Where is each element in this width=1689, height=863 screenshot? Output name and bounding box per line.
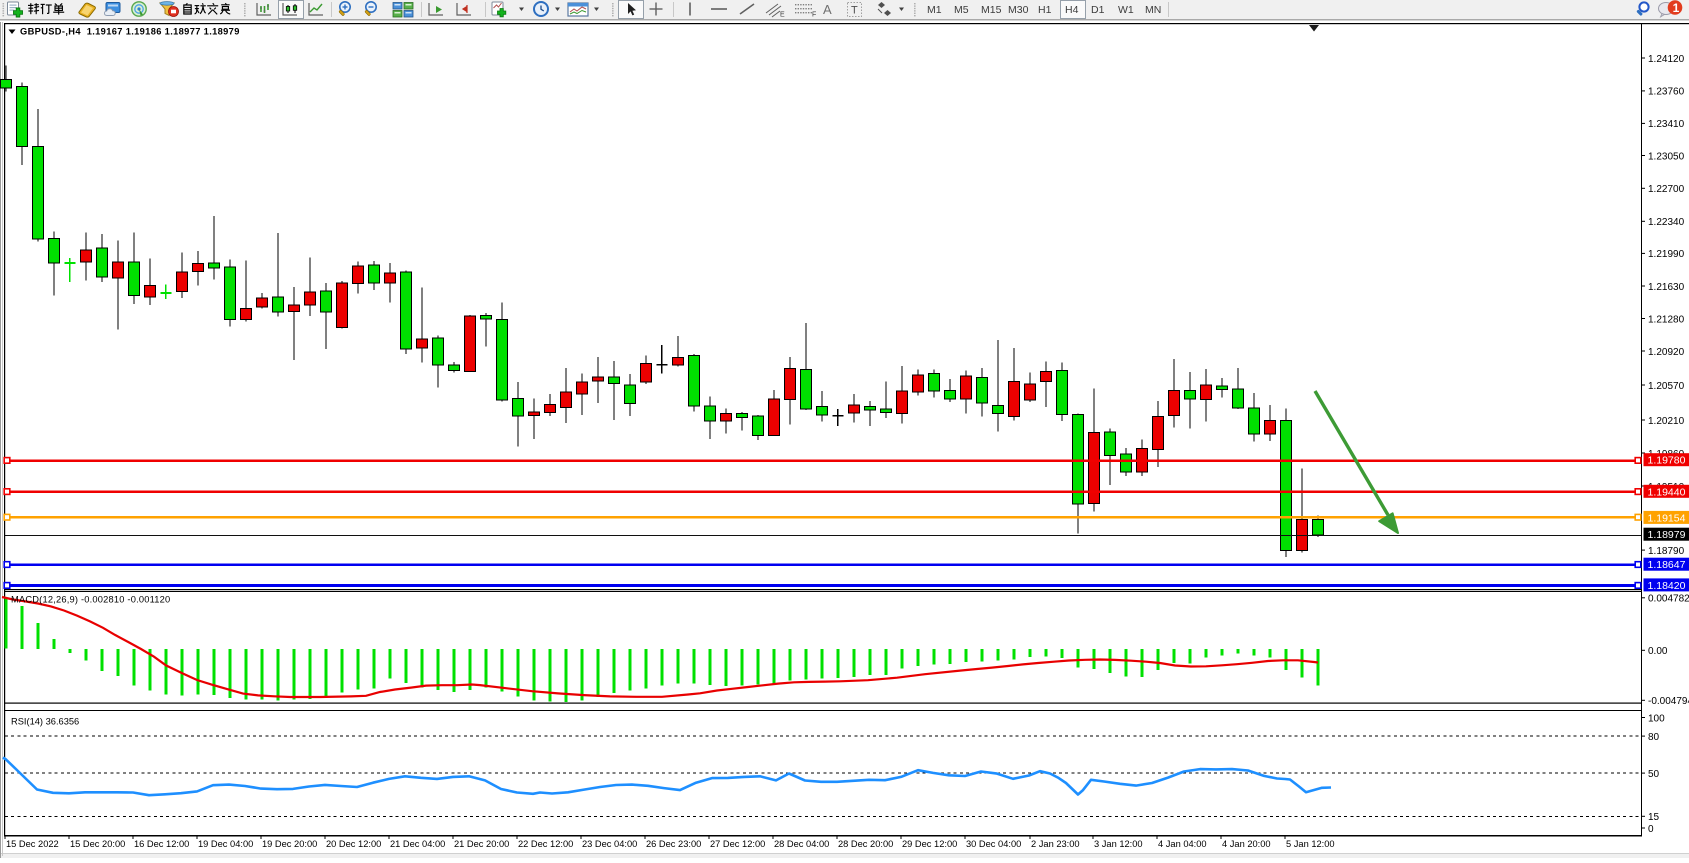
svg-text:1.22700: 1.22700 [1648, 184, 1685, 195]
svg-text:1.18979: 1.18979 [1648, 529, 1686, 541]
svg-text:1.19440: 1.19440 [1648, 486, 1686, 498]
svg-text:4 Jan 20:00: 4 Jan 20:00 [1222, 839, 1271, 849]
svg-text:0.004782: 0.004782 [1648, 594, 1689, 605]
svg-text:MACD(12,26,9) -0.002810 -0.001: MACD(12,26,9) -0.002810 -0.001120 [11, 595, 170, 605]
svg-text:1.23050: 1.23050 [1648, 151, 1685, 162]
svg-text:100: 100 [1648, 713, 1665, 724]
svg-text:D1: D1 [1091, 4, 1105, 16]
svg-text:M5: M5 [954, 4, 969, 16]
svg-text:1.18420: 1.18420 [1648, 580, 1686, 592]
svg-text:80: 80 [1648, 732, 1660, 743]
svg-text:28 Dec 20:00: 28 Dec 20:00 [838, 839, 893, 849]
svg-text:H4: H4 [1065, 4, 1079, 16]
svg-text:2 Jan 23:00: 2 Jan 23:00 [1031, 839, 1080, 849]
svg-text:26 Dec 23:00: 26 Dec 23:00 [646, 839, 701, 849]
svg-text:1.23760: 1.23760 [1648, 87, 1685, 98]
svg-text:RSI(14) 36.6356: RSI(14) 36.6356 [11, 717, 79, 727]
svg-text:23 Dec 04:00: 23 Dec 04:00 [582, 839, 637, 849]
svg-text:1.20210: 1.20210 [1648, 416, 1685, 427]
svg-text:5 Jan 12:00: 5 Jan 12:00 [1286, 839, 1335, 849]
svg-text:15: 15 [1648, 812, 1660, 823]
svg-text:M30: M30 [1008, 4, 1029, 16]
svg-text:20 Dec 12:00: 20 Dec 12:00 [326, 839, 381, 849]
svg-text:19 Dec 04:00: 19 Dec 04:00 [198, 839, 253, 849]
svg-text:E: E [780, 12, 785, 19]
svg-text:1: 1 [1673, 1, 1680, 15]
svg-text:30 Dec 04:00: 30 Dec 04:00 [966, 839, 1021, 849]
svg-text:1.19154: 1.19154 [1648, 512, 1686, 524]
svg-text:0: 0 [1648, 824, 1654, 835]
svg-text:-0.004794: -0.004794 [1648, 696, 1689, 707]
svg-text:19 Dec 20:00: 19 Dec 20:00 [262, 839, 317, 849]
svg-text:M1: M1 [927, 4, 942, 16]
svg-text:1.21280: 1.21280 [1648, 314, 1685, 325]
svg-text:1.22340: 1.22340 [1648, 217, 1685, 228]
svg-text:27 Dec 12:00: 27 Dec 12:00 [710, 839, 765, 849]
svg-text:15 Dec 20:00: 15 Dec 20:00 [70, 839, 125, 849]
svg-text:15 Dec 2022: 15 Dec 2022 [6, 839, 59, 849]
svg-text:1.21990: 1.21990 [1648, 249, 1685, 260]
svg-text:1.20920: 1.20920 [1648, 347, 1685, 358]
svg-text:0.00: 0.00 [1648, 646, 1668, 657]
svg-text:MN: MN [1145, 4, 1161, 16]
svg-text:50: 50 [1648, 769, 1660, 780]
svg-text:28 Dec 04:00: 28 Dec 04:00 [774, 839, 829, 849]
svg-text:1.24120: 1.24120 [1648, 54, 1685, 65]
svg-text:F: F [812, 12, 816, 19]
svg-text:16 Dec 12:00: 16 Dec 12:00 [134, 839, 189, 849]
svg-text:21 Dec 20:00: 21 Dec 20:00 [454, 839, 509, 849]
svg-text:1.23410: 1.23410 [1648, 119, 1685, 130]
svg-text:4 Jan 04:00: 4 Jan 04:00 [1158, 839, 1207, 849]
svg-text:1.18790: 1.18790 [1648, 546, 1685, 557]
svg-text:W1: W1 [1118, 4, 1134, 16]
svg-text:21 Dec 04:00: 21 Dec 04:00 [390, 839, 445, 849]
svg-text:H1: H1 [1038, 4, 1052, 16]
svg-text:M15: M15 [981, 4, 1002, 16]
svg-text:1.19780: 1.19780 [1648, 455, 1686, 467]
svg-text:29 Dec 12:00: 29 Dec 12:00 [902, 839, 957, 849]
svg-text:1.20570: 1.20570 [1648, 381, 1685, 392]
svg-text:GBPUSD-,H4 1.19167 1.19186 1.: GBPUSD-,H4 1.19167 1.19186 1.18977 1.189… [20, 27, 240, 37]
svg-text:1.18647: 1.18647 [1648, 559, 1686, 571]
svg-text:T: T [851, 5, 858, 17]
svg-text:A: A [823, 2, 832, 17]
svg-text:3 Jan 12:00: 3 Jan 12:00 [1094, 839, 1143, 849]
svg-text:1.21630: 1.21630 [1648, 282, 1685, 293]
svg-text:22 Dec 12:00: 22 Dec 12:00 [518, 839, 573, 849]
